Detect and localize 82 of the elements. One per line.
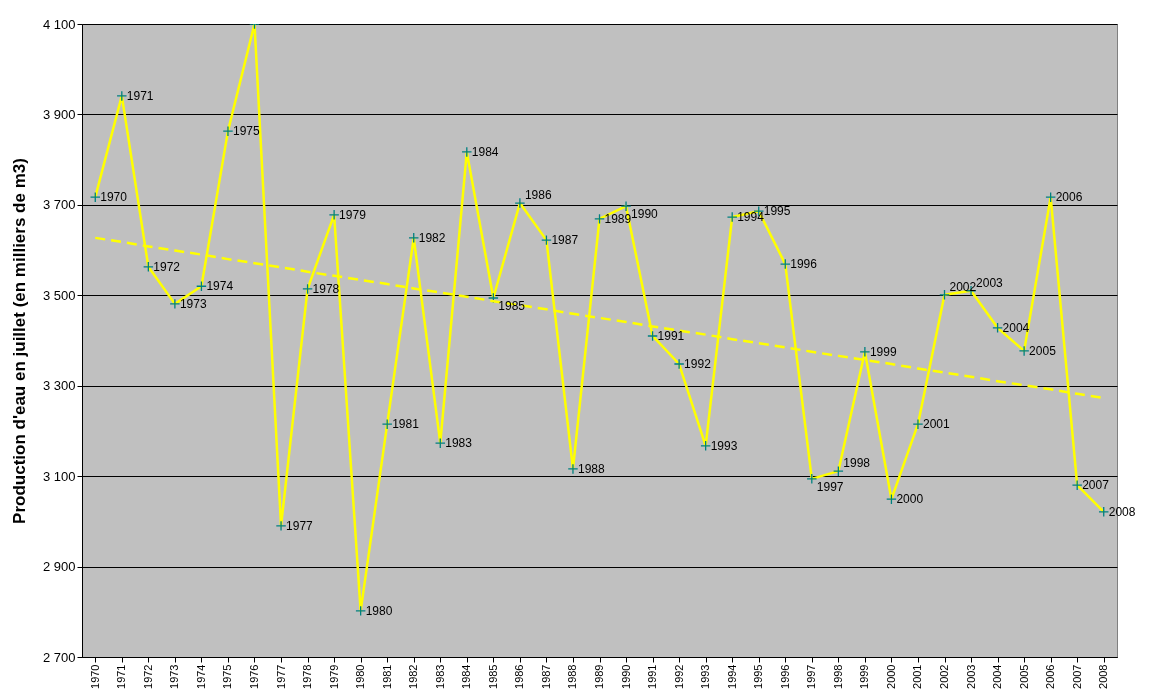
annotation: 1997	[816, 479, 844, 494]
annotation: 1985	[498, 299, 526, 313]
x-tick-label: 2003	[964, 664, 977, 689]
x-tick-label: 1978	[301, 664, 314, 689]
x-tick-label: 1977	[274, 664, 287, 689]
x-tick-label: 1971	[115, 664, 128, 689]
x-tick-label: 2004	[991, 664, 1004, 689]
annotation: 2005	[1029, 343, 1057, 358]
x-tick-label: 1984	[460, 664, 473, 689]
x-tick-label: 1975	[221, 664, 234, 689]
annotation: 1993	[710, 438, 738, 453]
x-tick-label: 1986	[513, 664, 526, 689]
annotation: 1979	[339, 207, 367, 222]
x-tick-label: 1996	[778, 664, 791, 689]
x-tick-label: 1994	[725, 664, 738, 689]
annotation: 1974	[206, 279, 234, 294]
x-tick-label: 1987	[539, 664, 552, 689]
x-tick-label: 2005	[1017, 664, 1030, 689]
annotation: 1984	[471, 144, 499, 159]
x-tick-label: 1988	[566, 664, 579, 689]
x-tick-label: 1997	[805, 664, 818, 689]
y-tick-label: 3 900	[42, 106, 76, 122]
x-tick-label: 1980	[354, 664, 367, 689]
y-tick-label: 3 700	[42, 197, 76, 213]
annotation: 1982	[418, 230, 446, 245]
x-tick-label: 1999	[858, 664, 871, 689]
y-tick-label: 4 100	[42, 16, 76, 32]
x-tick-label: 1993	[699, 664, 712, 689]
annotation: 2007	[1082, 478, 1110, 493]
x-tick-label: 1995	[752, 664, 765, 689]
x-tick-label: 2007	[1070, 664, 1083, 689]
x-tick-label: 1972	[141, 664, 154, 689]
x-tick-label: 1976	[248, 664, 260, 689]
annotation: 1987	[551, 233, 579, 248]
annotation: 2000	[896, 492, 924, 507]
annotation: 1996	[790, 257, 818, 272]
annotation: 1975	[232, 124, 260, 139]
x-tick-label: 1989	[593, 664, 605, 689]
x-tick-label: 1985	[486, 664, 499, 689]
x-tick-label: 1982	[407, 664, 420, 689]
annotation: 2002	[949, 279, 977, 294]
annotation: 1999	[869, 344, 897, 359]
annotation: 1977	[286, 518, 314, 533]
y-tick-label: 3 500	[42, 287, 76, 303]
annotation: 1972	[153, 259, 181, 274]
annotation: 1991	[657, 328, 685, 343]
annotation: 2003	[976, 275, 1004, 290]
annotation: 1980	[365, 603, 393, 618]
annotation: 1973	[179, 296, 207, 311]
x-tick-label: 1992	[672, 664, 685, 689]
annotation: 1986	[524, 188, 552, 203]
annotation: 1983	[445, 436, 473, 451]
annotation: 1981	[392, 417, 420, 432]
annotation: 1995	[763, 204, 791, 219]
x-tick-label: 1981	[380, 664, 393, 689]
annotation: 1970	[100, 190, 128, 205]
x-tick-label: 1973	[168, 664, 181, 689]
x-tick-label: 1970	[88, 664, 101, 689]
x-tick-label: 1979	[327, 664, 340, 689]
annotation: 2008	[1108, 504, 1136, 519]
x-tick-label: 2008	[1097, 664, 1110, 689]
annotation: 1988	[577, 461, 605, 476]
y-axis-title: Production d'eau en juillet (en milliers de m3)	[9, 158, 29, 524]
annotation: 1990	[631, 207, 659, 222]
x-tick-label: 1991	[646, 664, 659, 689]
y-tick-label: 3 100	[42, 468, 76, 484]
x-tick-label: 2001	[911, 664, 924, 689]
x-tick-label: 2006	[1044, 664, 1057, 689]
x-tick-label: 2000	[884, 664, 897, 689]
annotation: 1992	[684, 357, 712, 372]
y-tick-label: 2 700	[42, 649, 76, 665]
x-tick-label: 1998	[831, 664, 844, 689]
annotation: 1998	[843, 456, 871, 471]
y-tick-label: 2 900	[42, 559, 76, 575]
x-tick-label: 2002	[938, 664, 950, 689]
annotation: 2001	[922, 417, 950, 432]
annotation: 2006	[1055, 190, 1083, 205]
y-tick-label: 3 300	[42, 378, 76, 394]
x-tick-label: 1990	[619, 664, 632, 689]
annotation: 1971	[126, 88, 154, 103]
x-tick-label: 1983	[433, 664, 446, 689]
x-tick-label: 1974	[194, 664, 207, 689]
